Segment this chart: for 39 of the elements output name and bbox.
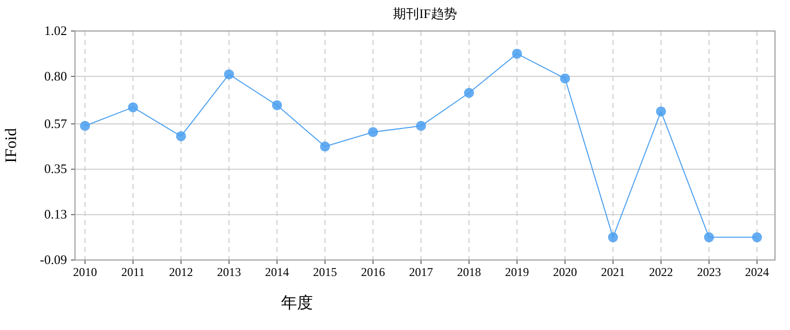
x-tick-label: 2015 bbox=[313, 265, 337, 279]
x-tick-label: 2020 bbox=[553, 265, 577, 279]
point bbox=[368, 127, 378, 138]
chart-title: 期刊IF趋势 bbox=[393, 6, 457, 21]
point bbox=[320, 142, 330, 152]
x-tick-label: 2011 bbox=[121, 265, 145, 279]
y-tick-label: 0.35 bbox=[44, 161, 67, 176]
y-axis-title: IFoid bbox=[3, 128, 20, 163]
point bbox=[128, 102, 138, 112]
x-tick-label: 2022 bbox=[649, 265, 673, 279]
y-tick-label: 0.57 bbox=[44, 116, 68, 131]
point bbox=[704, 232, 714, 242]
point bbox=[80, 120, 90, 131]
point bbox=[656, 106, 666, 116]
x-tick-label: 2023 bbox=[697, 265, 721, 279]
x-tick-label: 2012 bbox=[169, 265, 193, 279]
point bbox=[272, 100, 282, 110]
x-tick-label: 2021 bbox=[601, 265, 625, 279]
x-tick-label: 2013 bbox=[217, 265, 241, 279]
point bbox=[752, 232, 762, 242]
x-tick-label: 2010 bbox=[73, 265, 97, 279]
point bbox=[416, 120, 426, 131]
x-tick-label: 2016 bbox=[361, 265, 385, 279]
x-tick-label: 2014 bbox=[265, 265, 289, 279]
x-tick-label: 2019 bbox=[505, 265, 529, 279]
point bbox=[608, 232, 618, 242]
y-tick-label: 0.80 bbox=[44, 68, 67, 84]
point bbox=[560, 73, 570, 84]
x-tick-label: 2018 bbox=[457, 265, 481, 279]
point bbox=[464, 88, 474, 98]
y-tick-label: 1.02 bbox=[44, 23, 67, 38]
y-tick-label: 0.13 bbox=[44, 206, 67, 222]
point bbox=[512, 48, 522, 59]
y-tick-label: -0.09 bbox=[40, 252, 67, 267]
x-axis-title: 年度 bbox=[281, 294, 313, 312]
x-tick-label: 2024 bbox=[745, 265, 769, 279]
point bbox=[176, 131, 186, 142]
point bbox=[224, 69, 234, 80]
x-tick-label: 2017 bbox=[409, 265, 433, 279]
